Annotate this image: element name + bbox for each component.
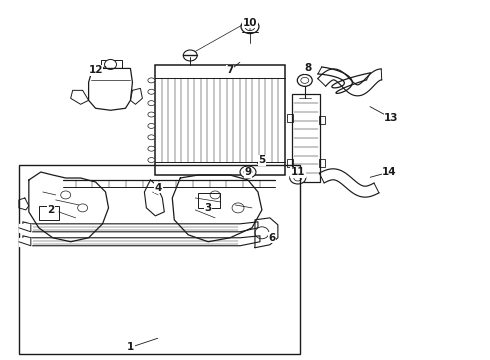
Ellipse shape [148, 158, 155, 163]
Bar [155, 66, 285, 175]
Text: 3: 3 [204, 203, 212, 213]
Bar [198, 193, 220, 208]
Text: 8: 8 [304, 63, 311, 73]
Ellipse shape [77, 204, 88, 212]
Bar [100, 60, 122, 68]
Ellipse shape [245, 23, 255, 31]
Polygon shape [19, 224, 31, 232]
Ellipse shape [241, 20, 259, 33]
Ellipse shape [148, 123, 155, 129]
Bar [292, 94, 319, 182]
Text: 7: 7 [226, 66, 234, 76]
Ellipse shape [148, 135, 155, 140]
Text: 4: 4 [155, 183, 162, 193]
Ellipse shape [244, 169, 252, 175]
Bar [19, 165, 300, 354]
Ellipse shape [290, 172, 306, 184]
Bar [318, 159, 325, 167]
Ellipse shape [148, 112, 155, 117]
Text: 11: 11 [291, 167, 305, 177]
Text: 1: 1 [127, 342, 134, 352]
Ellipse shape [297, 75, 312, 86]
Ellipse shape [61, 191, 71, 199]
Bar [39, 206, 59, 220]
Ellipse shape [148, 101, 155, 105]
Ellipse shape [255, 227, 269, 239]
Ellipse shape [301, 77, 309, 84]
Text: 9: 9 [245, 167, 251, 177]
Ellipse shape [294, 175, 302, 181]
Bar [318, 116, 325, 124]
Ellipse shape [148, 146, 155, 151]
Text: 13: 13 [384, 113, 399, 123]
Bar [287, 159, 293, 167]
Ellipse shape [240, 166, 256, 178]
Ellipse shape [183, 50, 197, 61]
Ellipse shape [210, 191, 220, 199]
Ellipse shape [148, 78, 155, 83]
Text: 6: 6 [268, 233, 275, 243]
Polygon shape [19, 238, 31, 246]
Ellipse shape [104, 59, 117, 69]
Ellipse shape [148, 89, 155, 94]
Text: 5: 5 [258, 155, 266, 165]
Ellipse shape [232, 203, 244, 213]
Text: 14: 14 [382, 167, 397, 177]
Bar [287, 114, 293, 122]
Text: 12: 12 [88, 66, 103, 76]
Text: 2: 2 [47, 205, 54, 215]
Text: 10: 10 [243, 18, 257, 28]
